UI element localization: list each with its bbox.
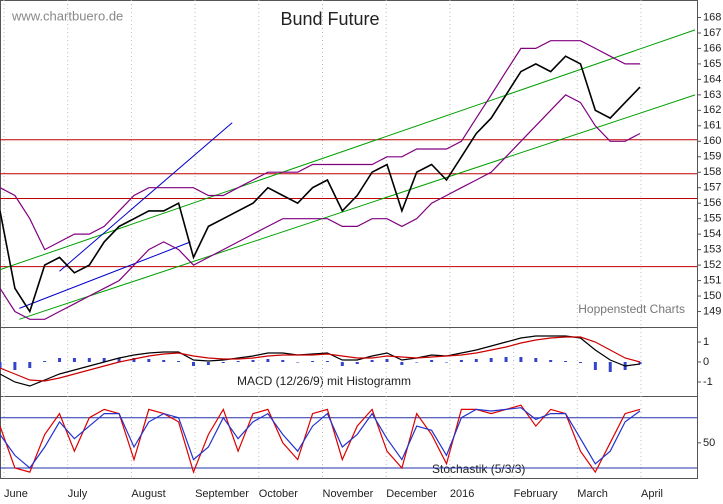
y-tick-label: 164 [703, 73, 721, 85]
histogram-bar [236, 361, 240, 362]
histogram-bar [370, 360, 374, 362]
histogram-bar [132, 358, 136, 362]
series-line [0, 407, 641, 469]
y-tick-label: 168 [703, 11, 721, 23]
y-tick-label: 154 [703, 228, 721, 240]
histogram-bar [593, 362, 597, 370]
y-tick-label: 161 [703, 120, 721, 132]
histogram-bar [415, 362, 419, 363]
histogram-bar [266, 359, 270, 362]
histogram-bar [72, 358, 76, 362]
histogram-bar [385, 359, 389, 362]
y-tick-label: 1 [703, 336, 709, 348]
histogram-bar [147, 359, 151, 362]
y-tick-label: 151 [703, 274, 721, 286]
histogram-bar [608, 362, 612, 372]
y-tick-label: 156 [703, 197, 721, 209]
histogram-bar [177, 361, 181, 362]
trend-line [0, 29, 696, 271]
histogram-bar [400, 362, 404, 365]
series-line [0, 40, 640, 251]
chart-title: Bund Future [280, 9, 379, 29]
histogram-bar [206, 362, 210, 365]
histogram-bar [13, 362, 17, 370]
trend-line [59, 122, 233, 272]
histogram-bar [340, 362, 344, 366]
y-tick-label: 165 [703, 58, 721, 70]
histogram-bar [296, 362, 300, 363]
histogram-bar [578, 362, 582, 363]
x-tick-label: August [131, 488, 165, 500]
histogram-bar [0, 362, 2, 368]
histogram-bar [251, 360, 255, 362]
histogram-bar [355, 362, 359, 364]
histogram-bar [325, 361, 329, 362]
series-line [0, 404, 641, 474]
histogram-bar [445, 362, 449, 363]
histogram-bar [489, 358, 493, 362]
histogram-bar [430, 360, 434, 362]
histogram-bar [191, 362, 195, 366]
x-tick-label: December [386, 488, 437, 500]
x-tick-label: March [577, 488, 608, 500]
histogram-bar [102, 358, 106, 362]
y-tick-label: 157 [703, 182, 721, 194]
histogram-bar [534, 358, 538, 362]
y-tick-label: 163 [703, 89, 721, 101]
y-tick-label: 159 [703, 151, 721, 163]
histogram-bar [43, 361, 47, 362]
histogram-bar [564, 361, 568, 362]
y-tick-label: 0 [703, 356, 709, 368]
histogram-bar [459, 360, 463, 362]
histogram-bar [638, 362, 642, 364]
stoch-panel [0, 396, 698, 479]
x-tick-label: November [323, 488, 374, 500]
stoch-title: Stochastik (5/3/3) [432, 462, 525, 476]
histogram-bar [504, 357, 508, 362]
y-tick-label: 167 [703, 27, 721, 39]
trend-line [19, 94, 696, 320]
series-line [0, 94, 641, 320]
y-tick-label: 155 [703, 213, 721, 225]
histogram-bar [162, 360, 166, 362]
series-line [0, 55, 641, 314]
credit: Hoppenstedt Charts [578, 302, 685, 316]
histogram-bar [549, 360, 553, 362]
x-tick-label: July [68, 488, 88, 500]
histogram-bar [221, 362, 225, 363]
y-tick-label: 149 [703, 305, 721, 317]
histogram-bar [519, 357, 523, 362]
x-tick-label: October [259, 488, 298, 500]
trend-line [19, 241, 191, 309]
x-tick-label: April [641, 488, 663, 500]
x-tick-label: February [514, 488, 559, 500]
histogram-bar [58, 358, 62, 362]
y-tick-label: 162 [703, 104, 721, 116]
y-tick-label: 160 [703, 135, 721, 147]
histogram-bar [117, 358, 121, 362]
x-tick-label: 2016 [450, 488, 474, 500]
series-line [0, 336, 641, 382]
x-tick-label: September [195, 488, 249, 500]
y-tick-label: -1 [703, 376, 713, 388]
histogram-bar [311, 361, 315, 362]
y-tick-label: 152 [703, 259, 721, 271]
macd-title: MACD (12/26/9) mit Histogramm [237, 374, 411, 388]
y-tick-label: 150 [703, 290, 721, 302]
x-tick-label: June [4, 488, 28, 500]
y-tick-label: 153 [703, 244, 721, 256]
y-tick-label: 166 [703, 42, 721, 54]
y-tick-label: 158 [703, 166, 721, 178]
series-line [0, 335, 641, 387]
histogram-bar [474, 359, 478, 362]
histogram-bar [281, 360, 285, 362]
y-tick-label: 50 [703, 437, 715, 449]
source: www.chartbuero.de [11, 8, 123, 23]
histogram-bar [28, 362, 32, 368]
histogram-bar [87, 358, 91, 362]
